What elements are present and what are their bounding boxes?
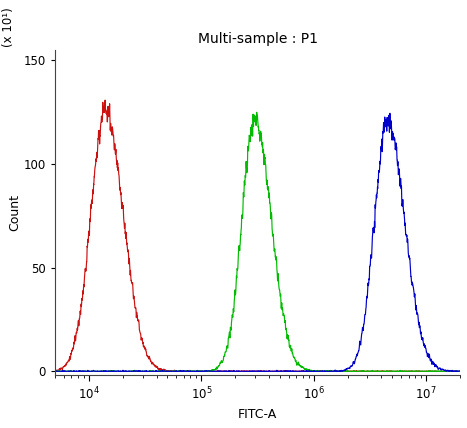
Title: Multi-sample : P1: Multi-sample : P1 (198, 32, 318, 46)
Y-axis label: Count: Count (8, 194, 21, 231)
Text: (x 10¹): (x 10¹) (2, 7, 15, 47)
X-axis label: FITC-A: FITC-A (238, 408, 277, 421)
